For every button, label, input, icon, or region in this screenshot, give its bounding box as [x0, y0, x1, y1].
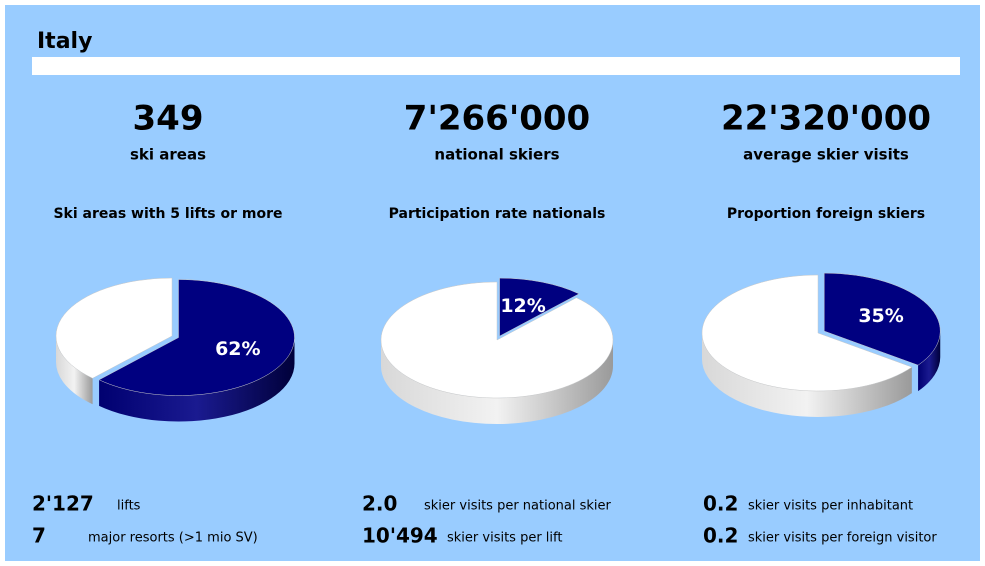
stat-value: 0.2	[703, 492, 738, 516]
stat-label: skier visits per inhabitant	[748, 499, 913, 514]
pie-side	[918, 331, 941, 392]
pie-slice	[98, 279, 295, 396]
stat-value: 0.2	[703, 524, 738, 548]
stat-value: 2.0	[362, 492, 397, 516]
pie-title: Participation rate nationals	[389, 206, 606, 222]
pie-title: Proportion foreign skiers	[727, 206, 925, 222]
stat-label: lifts	[117, 499, 141, 514]
headline-value: 7'266'000	[404, 99, 590, 139]
pie-label: 62%	[215, 338, 260, 360]
headline-label: national skiers	[434, 146, 559, 164]
pie-slice	[380, 281, 614, 399]
pie-side	[702, 333, 912, 417]
headline-label: ski areas	[130, 146, 206, 164]
pie-slice	[823, 272, 941, 366]
pie-side	[381, 340, 613, 424]
stat-value: 7	[32, 524, 46, 548]
stat-label: major resorts (>1 mio SV)	[88, 531, 258, 546]
pie-slice	[701, 274, 913, 392]
stat-label: skier visits per national skier	[424, 499, 612, 514]
pie-label: 12%	[500, 295, 545, 317]
stat-value: 10'494	[362, 524, 438, 548]
stat-label: skier visits per foreign visitor	[748, 531, 937, 546]
pie-slice	[55, 277, 173, 379]
pie-title: Ski areas with 5 lifts or more	[53, 206, 282, 222]
headline-label: average skier visits	[743, 146, 909, 164]
headline-value: 22'320'000	[721, 99, 931, 139]
headline-value: 349	[133, 99, 204, 139]
stat-label: skier visits per lift	[447, 531, 562, 546]
title-bar	[32, 57, 960, 75]
stat-value: 2'127	[32, 492, 94, 516]
pie-label: 35%	[858, 305, 903, 327]
title: Italy	[37, 29, 92, 54]
pie-side	[56, 336, 93, 405]
pie-slice	[499, 277, 580, 337]
pie-side	[99, 337, 295, 422]
